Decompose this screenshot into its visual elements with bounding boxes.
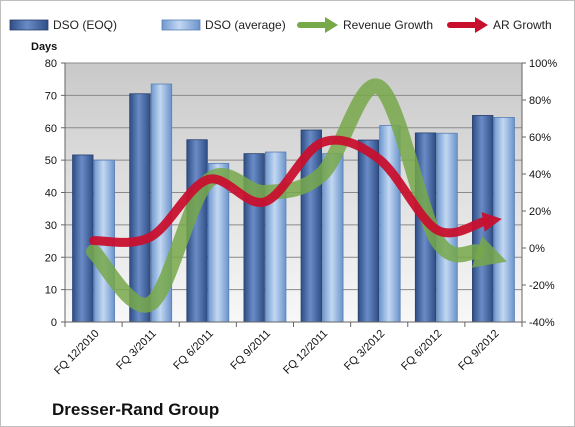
y2-tick-label: 60% (529, 132, 551, 144)
line-revenue-growth (86, 78, 485, 313)
bar-dso-eoq (357, 139, 380, 323)
y-tick-label: 20 (45, 252, 57, 264)
y-tick-label: 70 (45, 90, 57, 102)
y2-tick-label: 100% (529, 58, 557, 70)
legend-item-revenue-growth: Revenue Growth (297, 17, 433, 33)
legend-item-dso-average: DSO (average) (161, 18, 286, 32)
y-tick-label: 0 (51, 317, 57, 329)
legend-swatch-arrow (475, 17, 488, 33)
legend-label: DSO (EOQ) (53, 18, 117, 32)
legend-swatch-arrow (325, 17, 338, 33)
arrowhead-revenue-growth (471, 236, 507, 268)
y2-tick-label: -40% (529, 317, 555, 329)
legend-label: AR Growth (493, 18, 552, 32)
line-ar-growth (89, 135, 488, 247)
y-axis-title: Days (31, 41, 57, 53)
legend-item-dso-eoq: DSO (EOQ) (9, 18, 117, 32)
chart-title: Dresser-Rand Group (52, 400, 219, 419)
y-tick-label: 80 (45, 58, 57, 70)
y-tick-label: 30 (45, 220, 57, 232)
y2-tick-label: 20% (529, 206, 551, 218)
bar-dso-average (379, 125, 401, 323)
bar-dso-average (265, 151, 287, 323)
arrowhead-ar-growth (481, 212, 502, 232)
legend-label: DSO (average) (205, 18, 286, 32)
y-tick-label: 50 (45, 155, 57, 167)
y-tick-label: 10 (45, 285, 57, 297)
legend-swatch (9, 19, 49, 31)
y2-tick-label: -20% (529, 280, 555, 292)
y2-tick-label: 40% (529, 169, 551, 181)
legend-swatch (161, 19, 201, 31)
legend-item-ar-growth: AR Growth (447, 17, 552, 33)
bar-dso-eoq (129, 93, 151, 323)
y-tick-label: 40 (45, 188, 57, 200)
legend-label: Revenue Growth (343, 18, 433, 32)
y2-tick-label: 80% (529, 95, 551, 107)
y2-tick-label: 0% (529, 243, 545, 255)
y-tick-label: 60 (45, 123, 57, 135)
